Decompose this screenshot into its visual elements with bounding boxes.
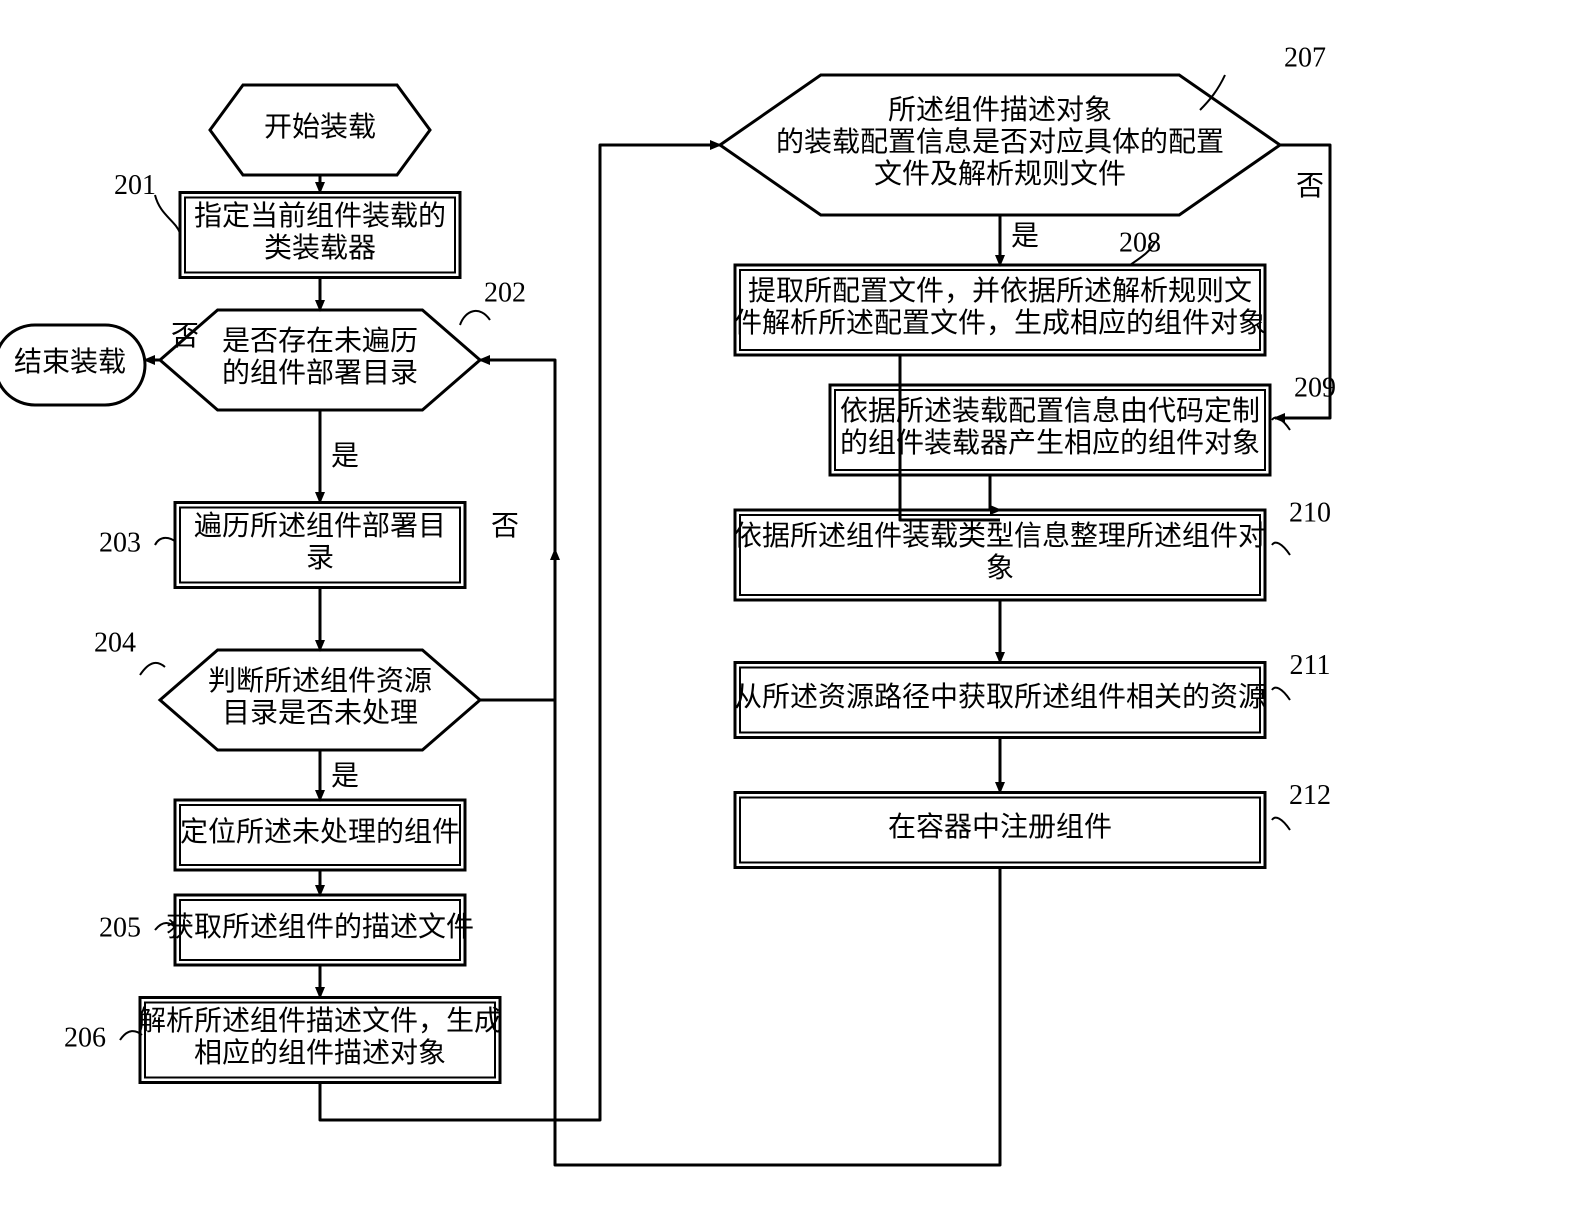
svg-text:210: 210 <box>1289 497 1331 528</box>
svg-text:204: 204 <box>94 627 136 658</box>
svg-text:是: 是 <box>331 761 359 792</box>
svg-text:在容器中注册组件: 在容器中注册组件 <box>888 811 1112 843</box>
svg-text:开始装载: 开始装载 <box>264 111 376 143</box>
svg-text:201: 201 <box>114 170 156 201</box>
svg-text:212: 212 <box>1289 780 1331 811</box>
svg-text:211: 211 <box>1290 650 1331 681</box>
svg-text:206: 206 <box>64 1022 106 1053</box>
svg-text:203: 203 <box>99 527 141 558</box>
svg-text:结束装载: 结束装载 <box>14 346 126 378</box>
svg-text:否: 否 <box>1296 171 1324 202</box>
svg-text:定位所述未处理的组件: 定位所述未处理的组件 <box>180 816 460 848</box>
svg-text:是: 是 <box>331 441 359 472</box>
svg-text:否: 否 <box>491 511 519 542</box>
svg-text:205: 205 <box>99 912 141 943</box>
svg-text:否: 否 <box>171 321 199 352</box>
svg-text:从所述资源路径中获取所述组件相关的资源: 从所述资源路径中获取所述组件相关的资源 <box>734 681 1266 713</box>
svg-text:207: 207 <box>1284 42 1326 73</box>
svg-text:获取所述组件的描述文件: 获取所述组件的描述文件 <box>166 911 474 943</box>
svg-text:是: 是 <box>1011 221 1039 252</box>
svg-text:202: 202 <box>484 277 526 308</box>
